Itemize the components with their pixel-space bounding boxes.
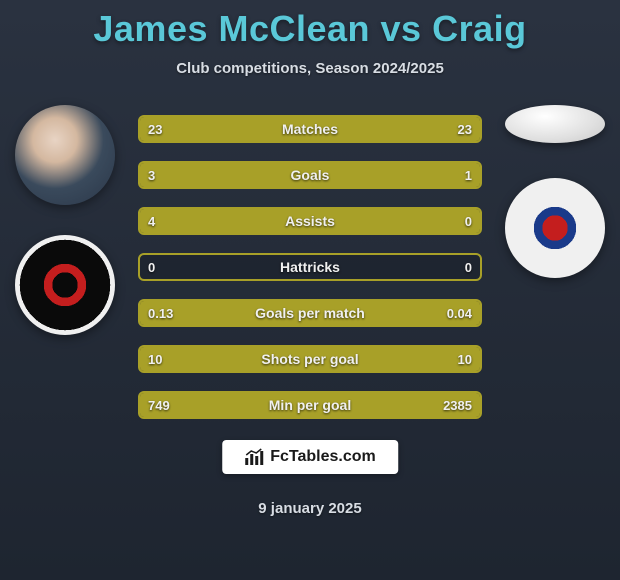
stat-row: 0.130.04Goals per match: [138, 299, 482, 327]
subtitle: Club competitions, Season 2024/2025: [0, 60, 620, 77]
left-column: [10, 105, 120, 335]
stat-label: Goals per match: [140, 301, 480, 325]
stat-label: Min per goal: [140, 393, 480, 417]
stat-label: Matches: [140, 117, 480, 141]
stat-row: 31Goals: [138, 161, 482, 189]
stat-bars: 2323Matches 31Goals 40Assists 00Hattricks 0.…: [138, 115, 482, 419]
stat-row: 1010Shots per goal: [138, 345, 482, 373]
brand-chart-icon: [244, 448, 264, 466]
stat-row: 2323Matches: [138, 115, 482, 143]
stat-row: 40Assists: [138, 207, 482, 235]
brand-badge: FcTables.com: [222, 440, 398, 474]
stat-row: 7492385Min per goal: [138, 391, 482, 419]
stat-row: 00Hattricks: [138, 253, 482, 281]
player2-avatar: [505, 105, 605, 143]
player1-club-badge: [15, 235, 115, 335]
stat-label: Shots per goal: [140, 347, 480, 371]
date-text: 9 january 2025: [0, 500, 620, 517]
player1-avatar: [15, 105, 115, 205]
comparison-area: 2323Matches 31Goals 40Assists 00Hattricks 0.…: [0, 105, 620, 435]
right-column: [500, 105, 610, 278]
stat-label: Goals: [140, 163, 480, 187]
page-title: James McClean vs Craig: [0, 0, 620, 50]
brand-text: FcTables.com: [270, 448, 376, 466]
player2-club-badge: [505, 178, 605, 278]
stat-label: Assists: [140, 209, 480, 233]
stat-label: Hattricks: [140, 255, 480, 279]
